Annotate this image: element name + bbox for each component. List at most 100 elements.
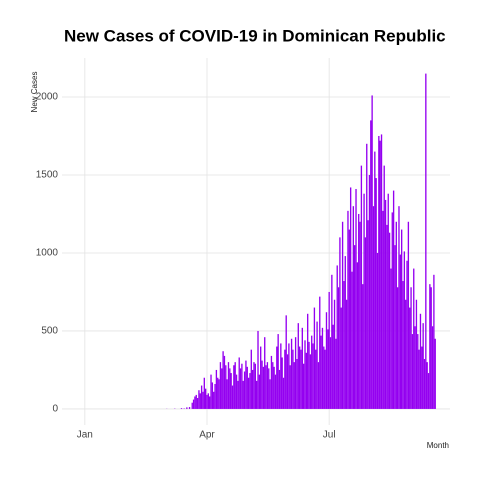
bar (399, 254, 401, 409)
bar (276, 346, 278, 409)
x-tick-label: Jan (77, 430, 93, 441)
bar (199, 393, 201, 409)
bar (246, 366, 248, 409)
bar (253, 362, 255, 409)
bar (409, 307, 411, 409)
bar (285, 315, 287, 409)
bar (261, 360, 263, 409)
bar (370, 120, 372, 409)
bar (382, 210, 384, 409)
bar (332, 324, 334, 409)
bar (433, 274, 435, 409)
bar (290, 338, 293, 409)
bar (289, 365, 291, 409)
bar (358, 213, 360, 409)
bar (213, 391, 215, 409)
bar (394, 245, 396, 409)
bar (363, 193, 365, 409)
bar (231, 385, 234, 409)
bar (359, 221, 361, 409)
bar (242, 380, 244, 409)
bar (426, 362, 428, 409)
bar (293, 362, 295, 409)
bar (313, 307, 316, 409)
bar (340, 307, 342, 409)
bar (202, 391, 204, 409)
bar (364, 237, 367, 409)
bar (391, 212, 393, 409)
bar (227, 362, 230, 409)
bar (304, 340, 306, 409)
bar (405, 299, 407, 409)
bar (195, 394, 197, 409)
bar (328, 291, 330, 409)
bar (294, 337, 297, 409)
bar (368, 174, 371, 409)
bar (277, 334, 279, 409)
bar (421, 346, 423, 409)
bar (247, 377, 250, 409)
bar (355, 189, 357, 409)
bar (209, 396, 211, 409)
bar (400, 229, 403, 409)
bar (395, 221, 397, 409)
bar (374, 151, 376, 409)
bar (257, 330, 259, 409)
bar (339, 237, 341, 409)
bar (403, 251, 406, 409)
bar (308, 341, 310, 409)
bar (217, 377, 219, 409)
bar (302, 363, 305, 409)
bar (386, 224, 388, 409)
bar (430, 287, 432, 409)
bar (312, 343, 314, 409)
bar (234, 362, 236, 409)
bar (258, 374, 261, 409)
chart-title: New Cases of COVID-19 in Dominican Repub… (64, 26, 446, 45)
bar (298, 346, 301, 409)
y-tick-label: 500 (41, 326, 58, 337)
bar (392, 190, 395, 409)
bar (233, 365, 235, 409)
bar (210, 374, 212, 409)
bar (284, 349, 286, 409)
bar (380, 134, 383, 409)
bar (249, 373, 251, 409)
bar (186, 407, 188, 409)
bar (319, 296, 321, 409)
bar (296, 359, 298, 409)
bar (347, 210, 349, 409)
bar (360, 165, 363, 409)
bar (222, 351, 224, 409)
bar (378, 135, 380, 409)
bar (254, 363, 256, 409)
bar (333, 299, 336, 409)
bar (323, 346, 325, 409)
bar (207, 393, 210, 409)
bar (329, 337, 332, 409)
bar (211, 382, 214, 409)
bar (376, 252, 379, 409)
bar (264, 337, 266, 409)
bar (281, 357, 283, 409)
bar (419, 313, 422, 409)
x-tick-label: Jul (323, 430, 336, 441)
bar (375, 178, 377, 409)
bar (372, 206, 375, 409)
bar (243, 371, 246, 409)
bar (422, 323, 424, 409)
bar (278, 369, 281, 409)
bar (180, 408, 183, 409)
bar (270, 355, 273, 409)
bar (241, 363, 243, 409)
bar (320, 335, 322, 409)
bar (423, 359, 426, 409)
bar (337, 287, 340, 409)
bar (371, 95, 373, 409)
bar (266, 362, 269, 409)
bar (327, 329, 329, 409)
bar (237, 380, 239, 409)
bar (387, 193, 389, 409)
bar (256, 380, 258, 409)
